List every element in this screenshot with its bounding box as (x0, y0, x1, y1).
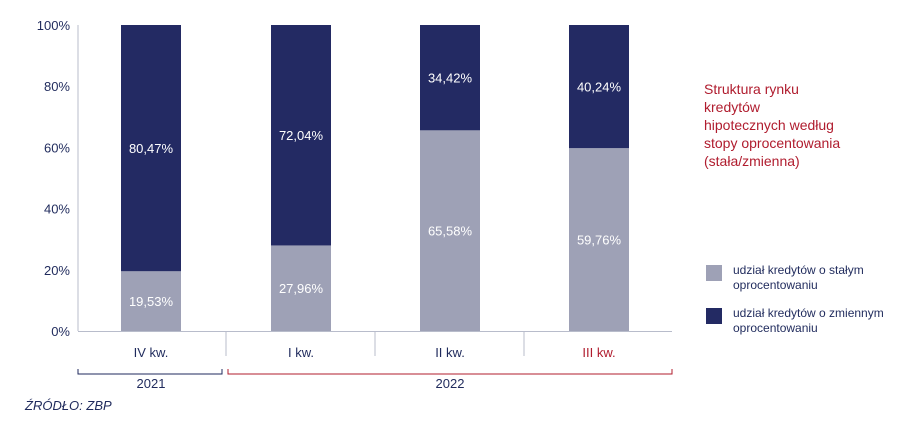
data-label: 19,53% (129, 294, 174, 309)
bar-segment-variable (271, 25, 331, 246)
legend-label-variable: udział kredytów o zmiennym oprocentowani… (733, 306, 884, 335)
data-label: 40,24% (577, 80, 622, 95)
year-label: 2022 (436, 376, 465, 391)
bar-segment-variable (121, 25, 181, 272)
y-tick-label: 0% (51, 324, 70, 339)
y-tick-label: 20% (44, 263, 70, 278)
bar-segment-fixed (121, 271, 181, 331)
y-tick-label: 80% (44, 79, 70, 94)
bar-segment-variable (420, 25, 480, 131)
legend-label-fixed: udział kredytów o stałym oprocentowaniu (733, 263, 864, 292)
data-label: 65,58% (428, 224, 473, 239)
legend-item-fixed: udział kredytów o stałym oprocentowaniu (706, 263, 920, 293)
data-label: 34,42% (428, 71, 473, 86)
legend-item-variable: udział kredytów o zmiennym oprocentowani… (706, 306, 920, 336)
y-tick-label: 60% (44, 140, 70, 155)
x-category-label: III kw. (582, 345, 615, 360)
data-label: 72,04% (279, 128, 324, 143)
y-tick-label: 40% (44, 202, 70, 217)
legend-swatch-fixed (706, 265, 722, 281)
chart-title: Struktura rynku kredytów hipotecznych we… (704, 81, 841, 169)
bar-segment-fixed (569, 148, 629, 331)
data-label: 80,47% (129, 141, 174, 156)
data-label: 59,76% (577, 233, 622, 248)
year-bracket-2022 (227, 369, 673, 375)
x-category-label: II kw. (435, 345, 465, 360)
x-category-label: IV kw. (134, 345, 169, 360)
bar-segment-variable (569, 25, 629, 149)
bar-segment-fixed (420, 130, 480, 331)
source-note: ŹRÓDŁO: ZBP (25, 398, 112, 413)
y-tick-label: 100% (37, 18, 71, 33)
data-label: 27,96% (279, 281, 324, 296)
year-bracket-2021 (77, 369, 223, 375)
bar-segment-fixed (271, 245, 331, 331)
legend-swatch-variable (706, 308, 722, 324)
x-category-label: I kw. (288, 345, 314, 360)
year-label: 2021 (137, 376, 166, 391)
